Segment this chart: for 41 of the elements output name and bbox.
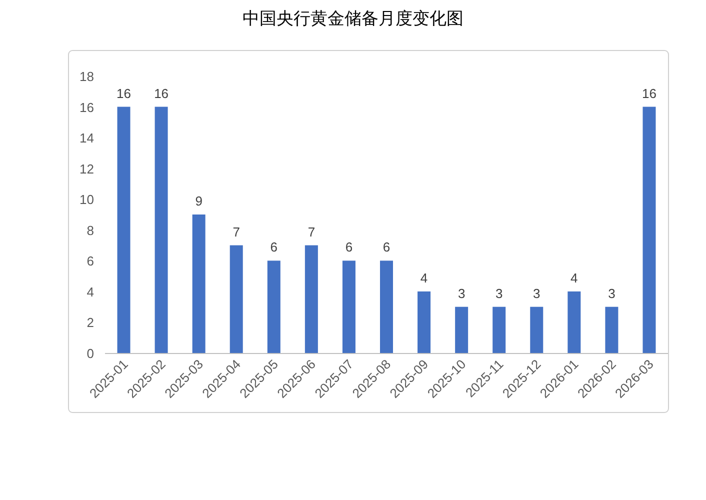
bar: [154, 106, 168, 353]
bar: [304, 245, 318, 353]
y-tick-label: 18: [80, 69, 94, 84]
bar: [380, 260, 393, 353]
data-label: 7: [308, 224, 316, 240]
bar: [492, 306, 506, 353]
y-tick-label: 4: [86, 284, 94, 300]
y-tick-label: 6: [86, 254, 94, 269]
bar: [568, 291, 581, 353]
data-label: 3: [533, 286, 540, 301]
data-label: 6: [382, 240, 390, 255]
bar: [267, 260, 280, 353]
bar: [418, 291, 431, 353]
y-tick-label: 10: [80, 192, 94, 208]
data-label: 6: [270, 240, 278, 255]
data-label: 7: [232, 224, 240, 240]
bar: [642, 106, 656, 353]
data-label: 4: [420, 270, 428, 286]
bar: [530, 306, 544, 353]
y-tick-label: 14: [80, 130, 94, 146]
chart-title: 中国央行黄金储备月度变化图: [242, 9, 464, 28]
data-label: 3: [608, 286, 616, 301]
y-tick-label: 12: [80, 161, 94, 176]
bar: [342, 260, 356, 353]
data-label: 9: [195, 194, 202, 208]
data-label: 3: [458, 286, 466, 301]
bar: [117, 106, 130, 353]
data-label: 16: [154, 86, 169, 101]
data-label: 3: [495, 286, 503, 301]
y-tick-label: 2: [86, 315, 94, 330]
data-label: 16: [116, 86, 131, 101]
bar: [230, 245, 243, 353]
bar: [605, 306, 618, 353]
y-tick-label: 16: [80, 100, 94, 115]
bar: [455, 306, 468, 353]
y-tick-label: 8: [86, 222, 94, 238]
y-tick-label: 0: [86, 346, 94, 361]
data-label: 4: [570, 270, 578, 286]
data-label: 6: [345, 240, 353, 255]
bar: [192, 214, 206, 353]
data-label: 16: [642, 86, 656, 101]
